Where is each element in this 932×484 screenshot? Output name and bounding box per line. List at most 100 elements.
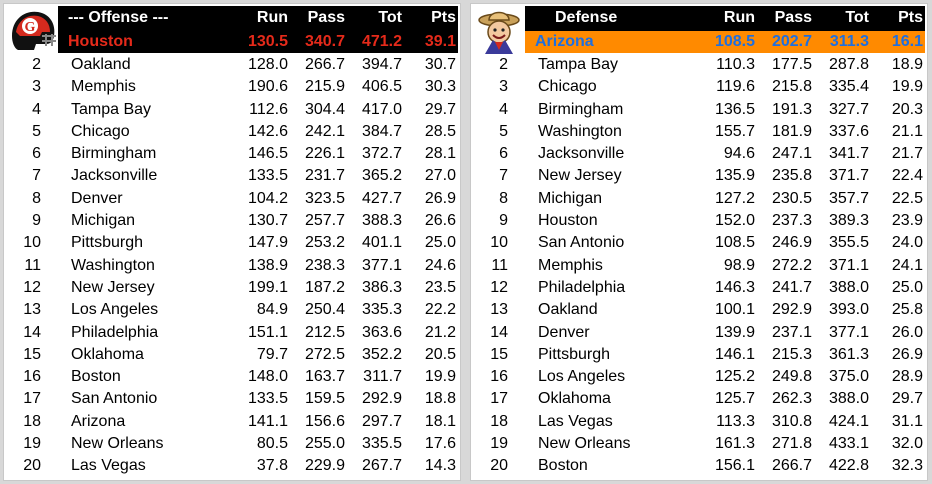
points-cell: 29.7 xyxy=(891,390,923,408)
total-cell: 327.7 xyxy=(828,100,869,118)
rank-cell: 7 xyxy=(32,167,41,185)
pass-cell: 310.8 xyxy=(771,412,812,430)
top-team-pass: 202.7 xyxy=(771,33,812,50)
top-team-total: 471.2 xyxy=(361,33,402,50)
football-helmet-logo: G xyxy=(6,6,58,58)
top-team-name: Arizona xyxy=(535,33,594,50)
run-cell: 100.1 xyxy=(714,301,755,319)
rank-cell: 17 xyxy=(23,390,41,408)
points-cell: 22.2 xyxy=(424,301,456,319)
pass-cell: 272.5 xyxy=(304,345,345,363)
pass-cell: 272.2 xyxy=(771,256,812,274)
rank-cell: 3 xyxy=(32,78,41,96)
points-cell: 32.0 xyxy=(891,435,923,453)
rank-cell: 15 xyxy=(23,345,41,363)
table-row: 13 Oakland 100.1 292.9 393.0 25.8 xyxy=(471,299,925,321)
table-row: 2 Oakland 128.0 266.7 394.7 30.7 xyxy=(4,54,458,76)
total-cell: 357.7 xyxy=(828,189,869,207)
team-name-cell: Washington xyxy=(538,122,622,140)
points-cell: 30.7 xyxy=(424,56,456,73)
rank-cell: 19 xyxy=(23,435,41,453)
team-name-cell: San Antonio xyxy=(538,234,625,252)
table-row: 13 Los Angeles 84.9 250.4 335.3 22.2 xyxy=(4,299,458,321)
rank-cell: 9 xyxy=(32,212,41,230)
rank-cell: 14 xyxy=(23,323,41,341)
pass-cell: 304.4 xyxy=(304,100,345,118)
total-cell: 363.6 xyxy=(361,323,402,341)
points-cell: 21.1 xyxy=(891,122,923,140)
pass-cell: 156.6 xyxy=(304,412,345,430)
team-name-cell: Washington xyxy=(71,256,155,274)
total-cell: 267.7 xyxy=(361,457,402,475)
points-cell: 31.1 xyxy=(891,412,923,430)
rank-cell: 9 xyxy=(499,212,508,230)
rank-cell: 13 xyxy=(490,301,508,319)
table-row: 9 Michigan 130.7 257.7 388.3 26.6 xyxy=(4,210,458,232)
run-cell: 127.2 xyxy=(714,189,755,207)
table-row: 8 Denver 104.2 323.5 427.7 26.9 xyxy=(4,188,458,210)
pass-cell: 238.3 xyxy=(304,256,345,274)
rank-cell: 6 xyxy=(499,145,508,163)
pass-cell: 215.9 xyxy=(304,78,345,96)
pass-cell: 231.7 xyxy=(304,167,345,185)
total-cell: 292.9 xyxy=(361,390,402,408)
rank-cell: 14 xyxy=(490,323,508,341)
rank-cell: 18 xyxy=(490,412,508,430)
top-team-run: 130.5 xyxy=(247,33,288,50)
run-column-header: Run xyxy=(256,9,288,26)
total-cell: 394.7 xyxy=(361,56,402,73)
points-cell: 19.9 xyxy=(891,78,923,96)
total-cell: 386.3 xyxy=(361,278,402,296)
team-name-cell: Michigan xyxy=(538,189,603,207)
team-name-cell: Las Vegas xyxy=(71,457,146,475)
pass-cell: 215.3 xyxy=(771,345,812,363)
top-team-pass: 340.7 xyxy=(304,33,345,50)
run-cell: 190.6 xyxy=(247,78,288,96)
defense-header: Defense Run Pass Tot Pts xyxy=(525,6,925,31)
points-cell: 21.7 xyxy=(891,145,923,163)
rank-cell: 19 xyxy=(490,435,508,453)
total-cell: 365.2 xyxy=(361,167,402,185)
total-cell: 433.1 xyxy=(828,435,869,453)
points-cell: 29.7 xyxy=(424,100,456,118)
total-cell: 424.1 xyxy=(828,412,869,430)
team-name-cell: Jacksonville xyxy=(538,145,625,163)
pass-cell: 271.8 xyxy=(771,435,812,453)
points-cell: 27.0 xyxy=(424,167,456,185)
points-cell: 18.8 xyxy=(424,390,456,408)
rank-cell: 15 xyxy=(490,345,508,363)
run-cell: 156.1 xyxy=(714,457,755,475)
top-team-points: 39.1 xyxy=(424,33,456,50)
total-cell: 417.0 xyxy=(361,100,402,118)
rank-cell: 6 xyxy=(32,145,41,163)
pass-cell: 266.7 xyxy=(771,457,812,475)
team-name-cell: New Orleans xyxy=(71,435,164,453)
pass-cell: 215.8 xyxy=(771,78,812,96)
total-cell: 388.0 xyxy=(828,278,869,296)
pass-cell: 262.3 xyxy=(771,390,812,408)
offense-rows: 2 Oakland 128.0 266.7 394.7 30.7 3 Memphis 190.6… xyxy=(4,54,458,478)
team-name-cell: Denver xyxy=(538,323,590,341)
table-row: 6 Birmingham 146.5 226.1 372.7 28.1 xyxy=(4,143,458,165)
points-cell: 28.5 xyxy=(424,122,456,140)
pass-cell: 229.9 xyxy=(304,457,345,475)
team-name-cell: Boston xyxy=(538,457,588,475)
team-name-cell: Los Angeles xyxy=(538,368,626,386)
total-cell: 377.1 xyxy=(361,256,402,274)
pass-cell: 163.7 xyxy=(304,368,345,386)
svg-text:G: G xyxy=(25,20,36,35)
team-name-cell: Oklahoma xyxy=(71,345,144,363)
run-cell: 142.6 xyxy=(247,122,288,140)
run-cell: 155.7 xyxy=(714,122,755,140)
pass-column-header: Pass xyxy=(307,9,345,26)
points-cell: 18.9 xyxy=(891,56,923,73)
pass-cell: 246.9 xyxy=(771,234,812,252)
defense-top-team-row: Arizona 108.5 202.7 311.3 16.1 xyxy=(525,31,925,53)
team-name-cell: Philadelphia xyxy=(538,278,626,296)
team-name-cell: Jacksonville xyxy=(71,167,158,185)
rank-cell: 8 xyxy=(32,189,41,207)
table-row: 15 Pittsburgh 146.1 215.3 361.3 26.9 xyxy=(471,344,925,366)
pass-cell: 241.7 xyxy=(771,278,812,296)
table-row: 10 San Antonio 108.5 246.9 355.5 24.0 xyxy=(471,232,925,254)
pass-cell: 247.1 xyxy=(771,145,812,163)
